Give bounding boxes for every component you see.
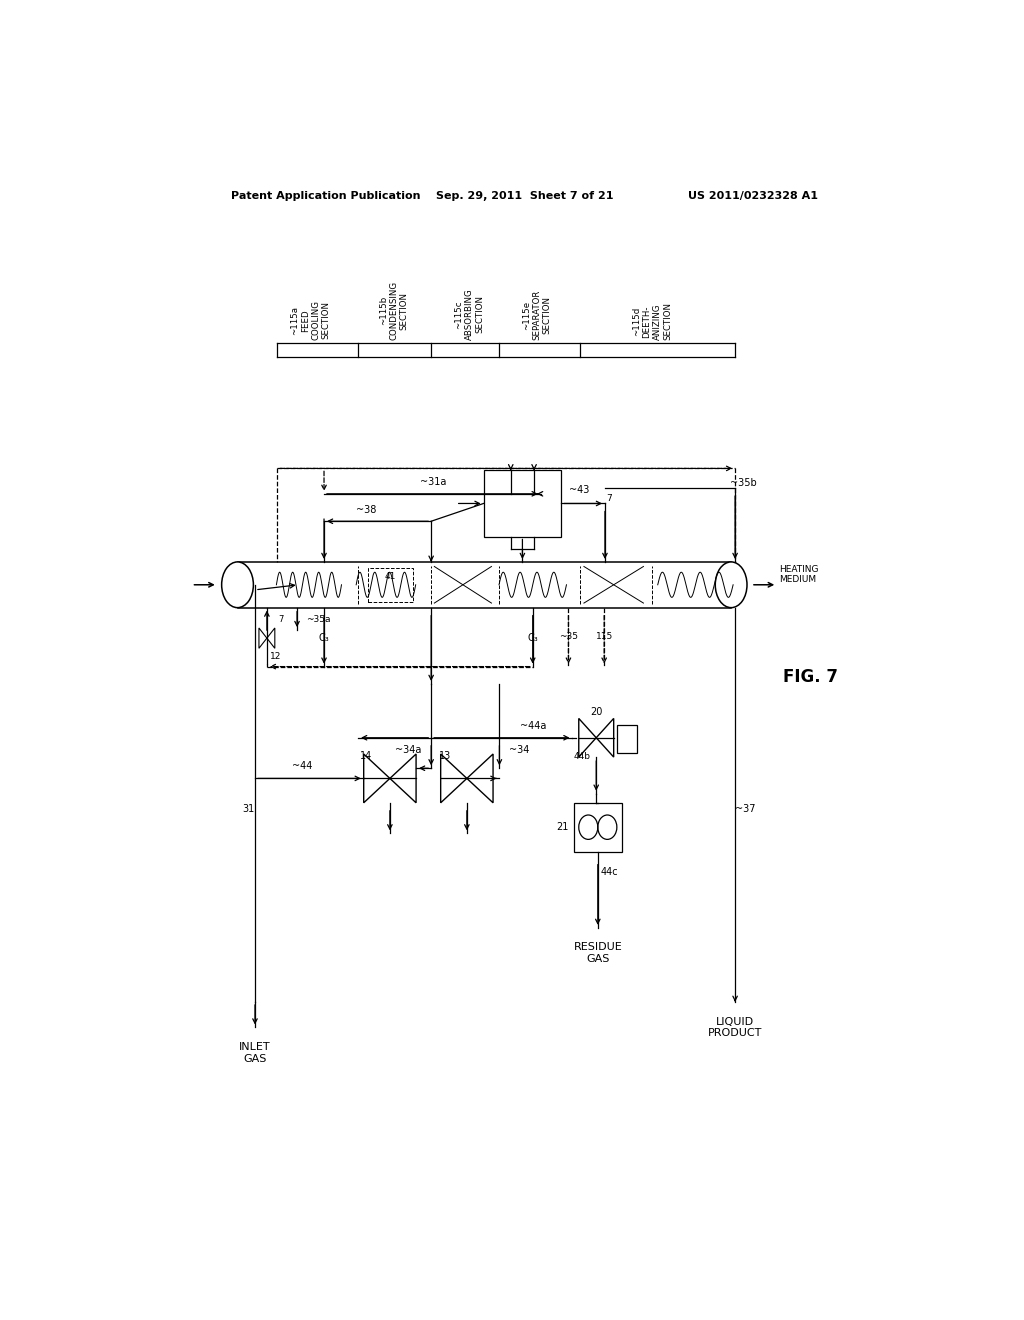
Text: ~35a: ~35a	[306, 615, 331, 624]
Text: 44c: 44c	[601, 867, 618, 876]
Text: 12: 12	[270, 652, 282, 661]
Text: 13: 13	[439, 751, 452, 762]
Text: 7: 7	[279, 615, 284, 624]
Text: C₃: C₃	[527, 634, 538, 643]
Text: ~37: ~37	[735, 804, 756, 814]
Text: 14: 14	[360, 751, 372, 762]
Text: Patent Application Publication: Patent Application Publication	[231, 191, 421, 201]
Text: C₃: C₃	[318, 634, 330, 643]
Text: LIQUID
PRODUCT: LIQUID PRODUCT	[708, 1016, 762, 1039]
Text: ~44a: ~44a	[519, 721, 546, 730]
Text: FIG. 7: FIG. 7	[783, 668, 838, 686]
Text: 20: 20	[590, 708, 602, 717]
Text: ~34a: ~34a	[395, 744, 422, 755]
Ellipse shape	[221, 562, 253, 607]
Text: ~115b
CONDENSING
SECTION: ~115b CONDENSING SECTION	[379, 281, 409, 341]
Bar	[483, 470, 561, 536]
Text: ~115a
FEED
COOLING
SECTION: ~115a FEED COOLING SECTION	[291, 301, 331, 341]
Text: ~115d
DEETH-
ANIZING
SECTION: ~115d DEETH- ANIZING SECTION	[632, 302, 672, 341]
Bar	[574, 803, 622, 851]
Text: ~38: ~38	[356, 506, 376, 515]
Text: US 2011/0232328 A1: US 2011/0232328 A1	[688, 191, 818, 201]
Bar	[238, 562, 731, 607]
Text: 41: 41	[385, 572, 396, 581]
Text: 31: 31	[243, 804, 255, 814]
Text: ~34: ~34	[509, 744, 529, 755]
Text: ~43: ~43	[568, 486, 589, 495]
Text: INLET
GAS: INLET GAS	[240, 1041, 270, 1064]
Text: ~35: ~35	[559, 631, 578, 640]
Text: 115: 115	[596, 631, 612, 640]
Text: HEATING
MEDIUM: HEATING MEDIUM	[778, 565, 818, 585]
Text: ~35b: ~35b	[730, 478, 757, 488]
Text: Sep. 29, 2011  Sheet 7 of 21: Sep. 29, 2011 Sheet 7 of 21	[436, 191, 613, 201]
Text: ~31a: ~31a	[420, 477, 446, 487]
Text: 44b: 44b	[573, 751, 591, 760]
Bar	[616, 725, 637, 752]
Text: RESIDUE
GAS: RESIDUE GAS	[573, 942, 623, 964]
Ellipse shape	[716, 562, 748, 607]
Text: ~115c
ABSORBING
SECTION: ~115c ABSORBING SECTION	[455, 289, 484, 341]
Text: ~115e
SEPARATOR
SECTION: ~115e SEPARATOR SECTION	[522, 290, 552, 341]
Text: 21: 21	[556, 822, 568, 832]
Text: ~44: ~44	[293, 762, 312, 771]
Text: 7: 7	[606, 494, 611, 503]
